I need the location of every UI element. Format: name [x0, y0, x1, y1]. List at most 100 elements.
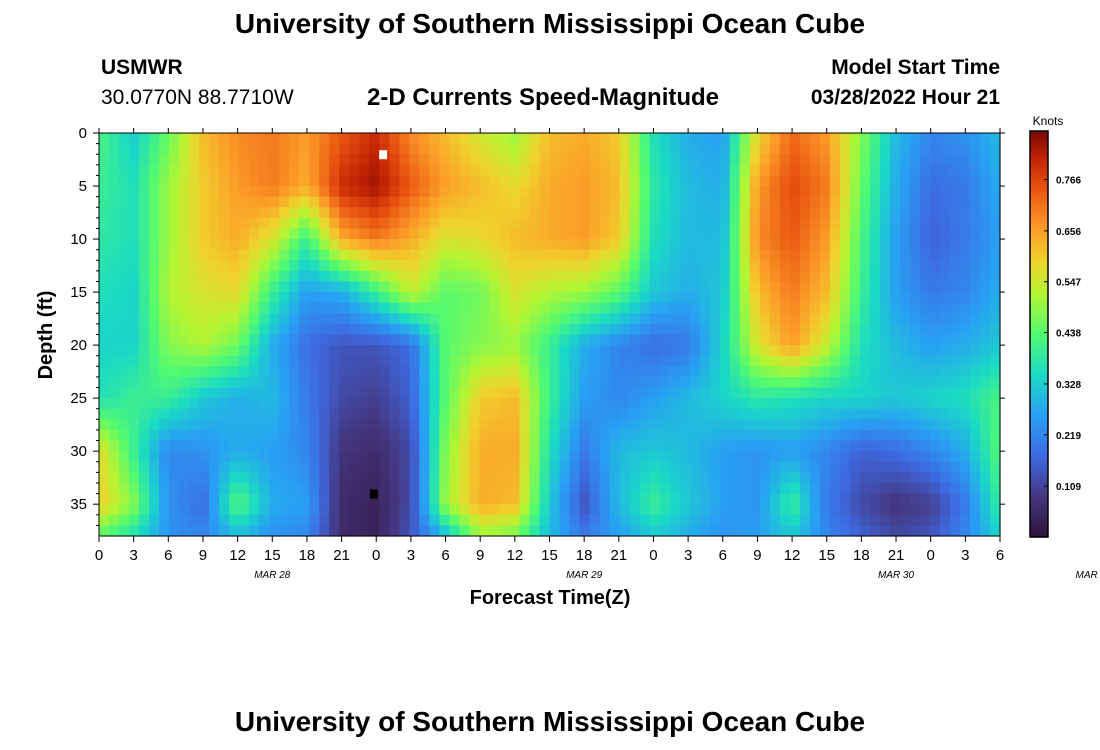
- heatmap-cell: [859, 334, 871, 346]
- heatmap-cell: [849, 175, 861, 187]
- heatmap-cell: [959, 472, 971, 484]
- heatmap-cell: [439, 525, 450, 537]
- heatmap-cell: [539, 143, 551, 155]
- heatmap-cell: [499, 260, 511, 272]
- heatmap-cell: [379, 175, 390, 187]
- heatmap-cell: [159, 366, 170, 378]
- heatmap-cell: [669, 175, 681, 187]
- heatmap-cell: [739, 133, 751, 145]
- heatmap-cell: [579, 143, 591, 155]
- heatmap-cell: [629, 345, 641, 357]
- heatmap-cell: [929, 186, 941, 198]
- colorbar-segment: [1030, 174, 1048, 179]
- heatmap-cell: [959, 302, 971, 314]
- heatmap-cell: [789, 345, 801, 357]
- heatmap-cell: [549, 514, 561, 526]
- heatmap-cell: [209, 154, 220, 166]
- heatmap-cell: [189, 334, 200, 346]
- heatmap-cell: [229, 482, 240, 495]
- heatmap-cell: [729, 514, 741, 526]
- heatmap-cell: [539, 525, 551, 537]
- heatmap-cell: [329, 207, 340, 219]
- station-name: USMWR: [101, 56, 183, 79]
- heatmap-cell: [259, 217, 270, 230]
- heatmap-cell: [259, 143, 270, 155]
- heatmap-cell: [209, 228, 220, 240]
- heatmap-cell: [639, 260, 651, 272]
- heatmap-cell: [529, 334, 541, 346]
- heatmap-cell: [879, 525, 891, 537]
- heatmap-cell: [269, 292, 280, 304]
- heatmap-cell: [529, 302, 541, 314]
- heatmap-cell: [409, 345, 420, 357]
- heatmap-cell: [949, 376, 961, 389]
- heatmap-cell: [759, 376, 771, 389]
- heatmap-cell: [549, 440, 561, 452]
- heatmap-cell: [609, 292, 621, 304]
- heatmap-cell: [499, 133, 511, 145]
- heatmap-cell: [519, 196, 531, 208]
- heatmap-cell: [309, 345, 320, 357]
- heatmap-cell: [839, 164, 851, 177]
- heatmap-cell: [439, 270, 450, 283]
- heatmap-cell: [549, 345, 561, 357]
- heatmap-cell: [359, 504, 370, 516]
- heatmap-cell: [809, 408, 821, 420]
- heatmap-cell: [609, 186, 621, 198]
- heatmap-cell: [649, 345, 661, 357]
- heatmap-cell: [259, 504, 270, 516]
- heatmap-cell: [969, 302, 981, 314]
- heatmap-cell: [769, 355, 781, 367]
- heatmap-cell: [849, 429, 861, 442]
- heatmap-cell: [559, 249, 571, 261]
- heatmap-cell: [209, 398, 220, 410]
- heatmap-cell: [269, 408, 280, 420]
- heatmap-cell: [139, 281, 150, 293]
- colorbar-segment: [1030, 516, 1048, 521]
- heatmap-cell: [199, 239, 210, 251]
- heatmap-cell: [269, 186, 280, 198]
- heatmap-cell: [929, 525, 941, 537]
- heatmap-cell: [599, 292, 611, 304]
- heatmap-cell: [549, 133, 561, 145]
- heatmap-cell: [889, 472, 901, 484]
- heatmap-cell: [559, 323, 571, 336]
- heatmap-cell: [909, 164, 921, 177]
- heatmap-cell: [179, 345, 190, 357]
- heatmap-cell: [439, 398, 450, 410]
- heatmap-cell: [729, 482, 741, 495]
- heatmap-cell: [309, 196, 320, 208]
- heatmap-cell: [799, 164, 811, 177]
- heatmap-cell: [879, 196, 891, 208]
- heatmap-cell: [409, 217, 420, 230]
- heatmap-cell: [279, 398, 290, 410]
- heatmap-cell: [239, 239, 250, 251]
- heatmap-cell: [369, 313, 380, 325]
- heatmap-cell: [379, 334, 390, 346]
- heatmap-cell: [729, 334, 741, 346]
- heatmap-cell: [449, 504, 460, 516]
- colorbar-segment: [1030, 509, 1048, 514]
- heatmap-cell: [459, 504, 471, 516]
- heatmap-cell: [569, 154, 581, 166]
- heatmap-cell: [219, 525, 230, 537]
- heatmap-cell: [799, 514, 811, 526]
- heatmap-cell: [249, 525, 260, 537]
- heatmap-cell: [569, 408, 581, 420]
- heatmap-cell: [629, 175, 641, 187]
- heatmap-cell: [359, 281, 370, 293]
- heatmap-cell: [779, 196, 791, 208]
- heatmap-cell: [389, 440, 400, 452]
- heatmap-cell: [509, 376, 521, 389]
- heatmap-cell: [709, 482, 721, 495]
- heatmap-cell: [199, 260, 210, 272]
- heatmap-cell: [669, 239, 681, 251]
- heatmap-cell: [219, 323, 230, 336]
- heatmap-cell: [889, 323, 901, 336]
- heatmap-cell: [189, 175, 200, 187]
- heatmap-cell: [579, 323, 591, 336]
- heatmap-cell: [979, 323, 991, 336]
- heatmap-cell: [179, 514, 190, 526]
- heatmap-cell: [309, 429, 320, 442]
- heatmap-cell: [569, 429, 581, 442]
